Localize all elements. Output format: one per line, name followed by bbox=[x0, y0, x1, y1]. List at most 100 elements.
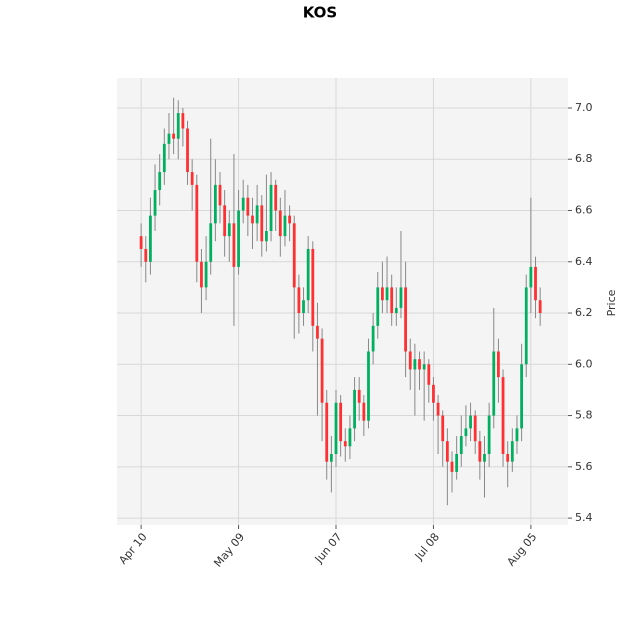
candle-body bbox=[362, 402, 366, 421]
candle-body bbox=[432, 384, 435, 403]
candle-body bbox=[176, 113, 180, 139]
candle-body bbox=[325, 402, 329, 462]
candle-body bbox=[404, 287, 407, 352]
y-tick-label: 5.4 bbox=[575, 511, 593, 524]
candle-body bbox=[172, 133, 175, 139]
candle-body bbox=[269, 184, 273, 232]
candle-body bbox=[153, 190, 157, 216]
candle-body bbox=[209, 223, 213, 262]
candle-body bbox=[427, 364, 431, 385]
x-tick-label: Jul 08 bbox=[412, 530, 442, 563]
candle-body bbox=[311, 248, 315, 326]
candle-body bbox=[274, 184, 278, 211]
candle-body bbox=[455, 454, 459, 472]
candle-body bbox=[334, 402, 338, 455]
candle-body bbox=[255, 205, 259, 224]
candle-body bbox=[167, 133, 171, 144]
candle-body bbox=[418, 359, 421, 370]
x-tick-label: Apr 10 bbox=[116, 531, 149, 567]
candle-body bbox=[190, 172, 194, 185]
candle-body bbox=[441, 415, 445, 442]
candle-body bbox=[306, 248, 310, 301]
candle-body bbox=[478, 441, 482, 462]
candle-body bbox=[492, 351, 496, 416]
x-tick-label: Jun 07 bbox=[312, 531, 345, 567]
y-axis-label: Price bbox=[605, 289, 618, 316]
candle-body bbox=[445, 441, 449, 462]
candle-body bbox=[515, 428, 519, 442]
candle-body bbox=[302, 300, 305, 314]
candle-body bbox=[297, 287, 301, 314]
candle-body bbox=[367, 351, 370, 421]
candle-body bbox=[459, 436, 463, 455]
candle-body bbox=[283, 215, 287, 237]
candle-body bbox=[469, 415, 472, 429]
candle-body bbox=[510, 441, 514, 462]
y-tick-label: 6.2 bbox=[575, 306, 593, 319]
y-tick-label: 6.4 bbox=[575, 255, 593, 268]
candle-body bbox=[158, 172, 162, 191]
candle-body bbox=[399, 287, 403, 308]
candle-body bbox=[473, 415, 477, 442]
candle-body bbox=[329, 454, 333, 462]
candle-body bbox=[520, 364, 523, 429]
x-tick-label: May 09 bbox=[211, 531, 247, 570]
x-tick-label: Aug 05 bbox=[504, 531, 539, 569]
candle-body bbox=[348, 428, 352, 447]
candle-body bbox=[343, 441, 347, 447]
candle-body bbox=[483, 454, 486, 462]
candle-body bbox=[316, 325, 319, 339]
candle-body bbox=[450, 461, 454, 472]
candle-body bbox=[408, 351, 412, 370]
candle-body bbox=[288, 215, 291, 224]
candle-body bbox=[213, 184, 217, 224]
candle-body bbox=[529, 266, 533, 288]
candle-body bbox=[497, 351, 500, 378]
y-tick-label: 6.0 bbox=[575, 357, 593, 370]
candle-body bbox=[524, 287, 528, 365]
candle-body bbox=[265, 231, 268, 242]
candle-body bbox=[251, 215, 254, 224]
candle-body bbox=[200, 261, 203, 288]
y-tick-label: 5.8 bbox=[575, 409, 593, 422]
candle-body bbox=[278, 210, 282, 237]
candle-body bbox=[246, 197, 250, 216]
candle-body bbox=[204, 261, 208, 288]
candle-body bbox=[339, 402, 343, 442]
candle-body bbox=[436, 402, 440, 416]
y-tick-label: 6.8 bbox=[575, 152, 593, 165]
candle-body bbox=[385, 287, 389, 301]
y-tick-label: 6.6 bbox=[575, 204, 593, 217]
y-tick-label: 5.6 bbox=[575, 460, 593, 473]
candle-body bbox=[464, 428, 468, 437]
candle-body bbox=[232, 223, 236, 267]
candle-body bbox=[162, 143, 166, 173]
candle-body bbox=[181, 113, 185, 129]
candle-body bbox=[394, 307, 398, 314]
candle-body bbox=[241, 197, 245, 211]
candle-body bbox=[413, 359, 417, 370]
candle-body bbox=[223, 205, 227, 237]
candle-body bbox=[357, 389, 361, 403]
candle-body bbox=[353, 389, 356, 429]
candle-body bbox=[149, 215, 152, 262]
candle-body bbox=[371, 325, 375, 352]
candle-body bbox=[506, 454, 510, 462]
plot-area bbox=[117, 78, 568, 525]
candle-body bbox=[538, 300, 542, 314]
candle-body bbox=[381, 287, 384, 301]
candle-body bbox=[139, 236, 143, 249]
chart-title: KOS bbox=[303, 4, 338, 22]
candle-body bbox=[376, 287, 380, 326]
candle-body bbox=[237, 210, 240, 267]
candle-body bbox=[292, 223, 296, 288]
candle-body bbox=[422, 364, 426, 370]
candle-body bbox=[320, 338, 324, 403]
candle-body bbox=[218, 184, 222, 206]
candle-body bbox=[487, 415, 491, 455]
candle-body bbox=[186, 128, 189, 173]
candle-body bbox=[260, 205, 264, 242]
candle-body bbox=[227, 223, 231, 237]
y-tick-label: 7.0 bbox=[575, 101, 593, 114]
